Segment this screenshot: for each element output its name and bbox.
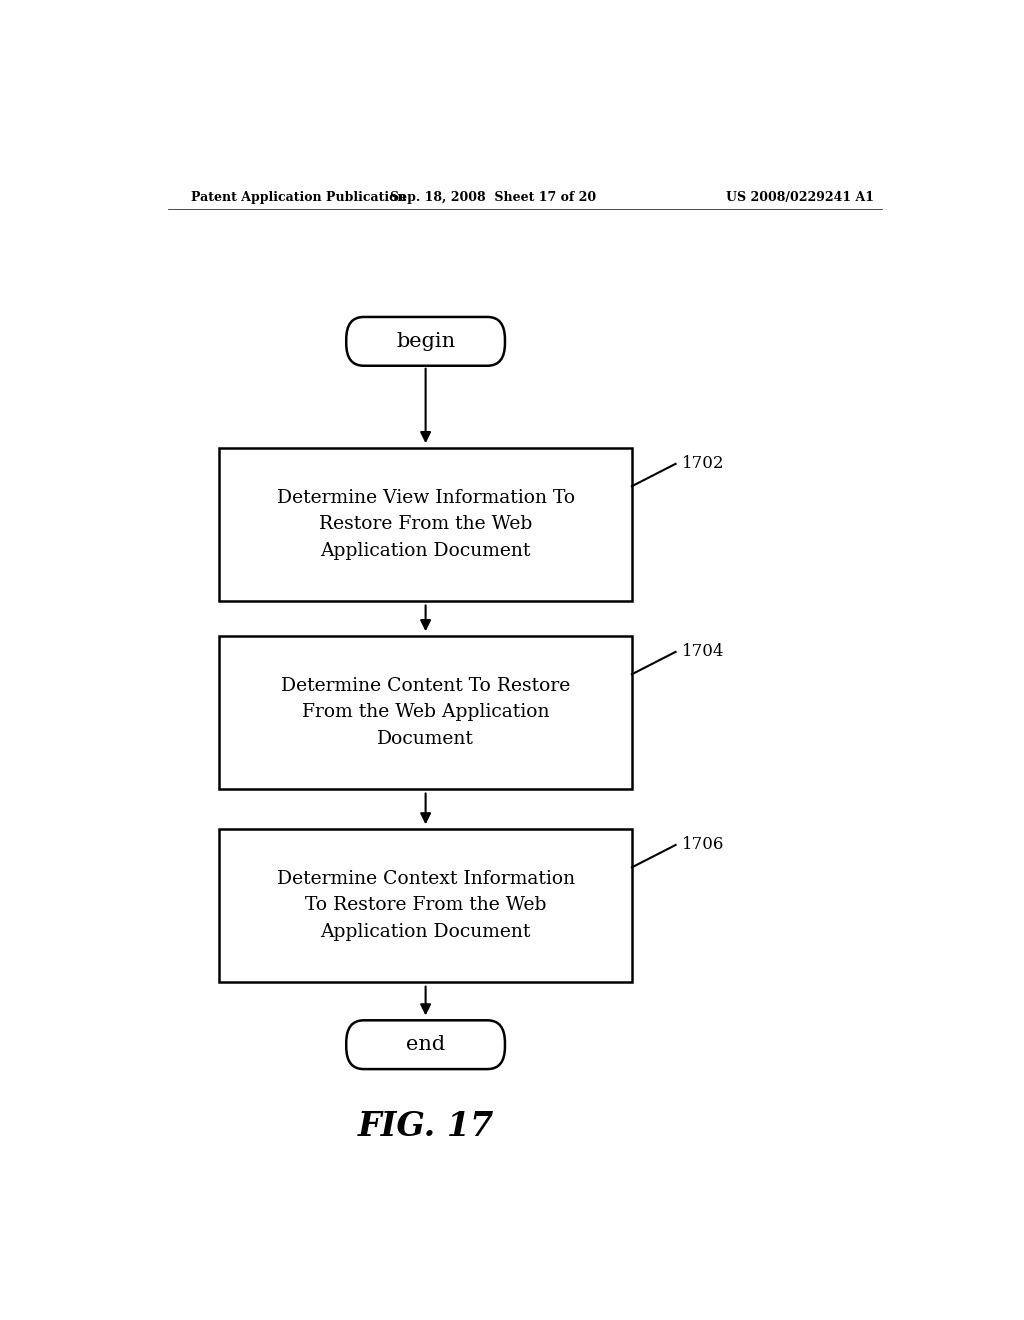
Text: 1706: 1706 — [682, 837, 724, 854]
Text: US 2008/0229241 A1: US 2008/0229241 A1 — [726, 190, 873, 203]
Text: 1702: 1702 — [682, 455, 724, 473]
Text: begin: begin — [396, 331, 455, 351]
FancyBboxPatch shape — [219, 636, 632, 788]
Text: Patent Application Publication: Patent Application Publication — [191, 190, 407, 203]
Text: Determine Content To Restore
From the Web Application
Document: Determine Content To Restore From the We… — [281, 677, 570, 747]
FancyBboxPatch shape — [219, 447, 632, 601]
Text: 1704: 1704 — [682, 643, 724, 660]
Text: end: end — [407, 1035, 445, 1055]
FancyBboxPatch shape — [219, 829, 632, 982]
Text: Sep. 18, 2008  Sheet 17 of 20: Sep. 18, 2008 Sheet 17 of 20 — [390, 190, 596, 203]
FancyBboxPatch shape — [346, 1020, 505, 1069]
Text: FIG. 17: FIG. 17 — [357, 1110, 494, 1143]
FancyBboxPatch shape — [346, 317, 505, 366]
Text: Determine View Information To
Restore From the Web
Application Document: Determine View Information To Restore Fr… — [276, 488, 574, 560]
Text: Determine Context Information
To Restore From the Web
Application Document: Determine Context Information To Restore… — [276, 870, 574, 941]
